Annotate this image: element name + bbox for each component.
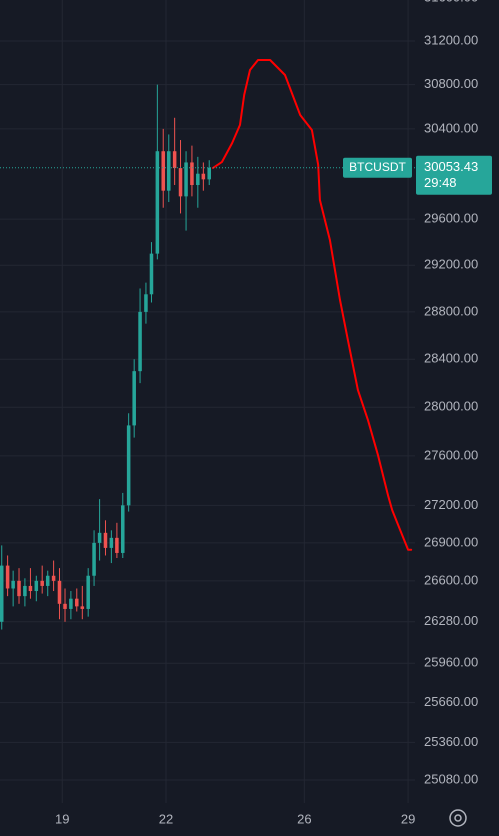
y-tick-label: 27200.00 bbox=[424, 497, 478, 512]
candle-body bbox=[17, 580, 21, 597]
settings-icon-core bbox=[454, 814, 462, 822]
candle-body bbox=[57, 580, 62, 604]
candle-body bbox=[155, 151, 160, 254]
candle-body bbox=[51, 575, 56, 581]
grid bbox=[0, 0, 415, 803]
candle-body bbox=[138, 311, 142, 372]
candle-body bbox=[167, 151, 171, 191]
axes: 31600.00 31200.00 30800.00 30400.00 29600.00… bbox=[55, 0, 492, 826]
x-tick-label: 26 bbox=[297, 811, 311, 826]
countdown-label: 29:48 bbox=[424, 175, 457, 190]
y-tick-label: 30800.00 bbox=[424, 76, 478, 91]
candle-body bbox=[190, 162, 194, 186]
candle-body bbox=[126, 425, 131, 506]
candle-body bbox=[40, 580, 44, 586]
candle-body bbox=[144, 294, 148, 312]
candle-body bbox=[196, 173, 200, 186]
y-tick-label: 27600.00 bbox=[424, 447, 478, 462]
candle-body bbox=[121, 505, 125, 553]
candle-body bbox=[149, 253, 154, 295]
candle-body bbox=[5, 565, 10, 589]
candle-body bbox=[80, 606, 85, 609]
y-tick-label: 28000.00 bbox=[424, 399, 478, 414]
candle-body bbox=[207, 167, 211, 180]
candle-body bbox=[92, 542, 96, 576]
x-tick-label: 29 bbox=[401, 811, 415, 826]
candle-body bbox=[184, 162, 188, 197]
y-tick-label: 31200.00 bbox=[424, 32, 478, 47]
price-badge bbox=[416, 155, 492, 195]
candle-body bbox=[0, 565, 4, 622]
y-tick-label: 26280.00 bbox=[424, 613, 478, 628]
last-price-label: 30053.43 bbox=[424, 159, 478, 174]
plot-area bbox=[0, 59, 415, 630]
candle-body bbox=[69, 598, 73, 609]
candle-body bbox=[28, 585, 33, 592]
y-tick-label: 28400.00 bbox=[424, 351, 478, 366]
candle-body bbox=[97, 532, 102, 543]
candle-body bbox=[178, 168, 183, 197]
y-tick-label: 30400.00 bbox=[424, 120, 478, 135]
candle-body bbox=[115, 537, 119, 553]
candle-body bbox=[103, 532, 108, 548]
candle-body bbox=[63, 603, 67, 609]
y-tick-label: 25360.00 bbox=[424, 734, 478, 749]
symbol-badge bbox=[343, 157, 412, 178]
y-tick-label: 31600.00 bbox=[424, 0, 478, 4]
candle-body bbox=[86, 575, 90, 609]
candle-body bbox=[109, 537, 114, 548]
y-tick-label: 28800.00 bbox=[424, 303, 478, 318]
symbol-label: BTCUSDT bbox=[349, 160, 406, 174]
candle-body bbox=[11, 580, 15, 589]
drawn-line bbox=[212, 59, 413, 551]
x-tick-label: 22 bbox=[159, 811, 173, 826]
candle-body bbox=[172, 151, 177, 169]
candle-body bbox=[75, 598, 79, 607]
candle-body bbox=[201, 173, 206, 180]
y-tick-label: 25660.00 bbox=[424, 694, 478, 709]
x-tick-label: 19 bbox=[55, 811, 69, 826]
y-tick-label: 29200.00 bbox=[424, 257, 478, 272]
candle-body bbox=[132, 371, 136, 426]
y-tick-label: 26900.00 bbox=[424, 534, 478, 549]
y-tick-label: 25960.00 bbox=[424, 655, 478, 670]
candle-body bbox=[34, 580, 39, 592]
settings-icon-ring bbox=[449, 809, 467, 827]
settings-button[interactable] bbox=[449, 809, 467, 827]
candle-body bbox=[45, 575, 50, 586]
y-tick-label: 26600.00 bbox=[424, 572, 478, 587]
y-tick-label: 29600.00 bbox=[424, 211, 478, 226]
candle-body bbox=[161, 151, 165, 191]
y-tick-label: 25080.00 bbox=[424, 771, 478, 786]
candle-body bbox=[23, 585, 27, 597]
